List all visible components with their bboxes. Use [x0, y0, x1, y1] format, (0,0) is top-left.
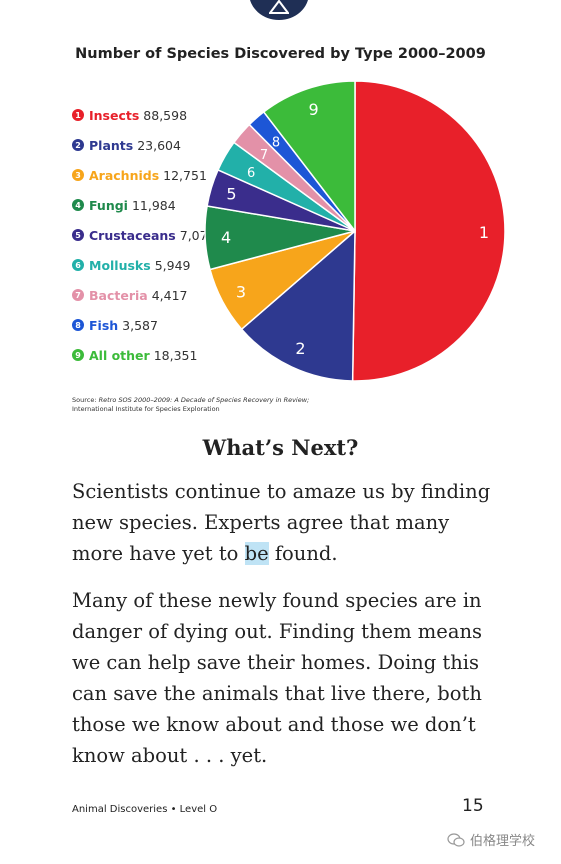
pie-slice: [351, 80, 506, 382]
legend-label: Fish: [89, 317, 119, 333]
legend-label: Insects: [89, 107, 140, 123]
section-heading: What’s Next?: [202, 435, 359, 460]
legend-number: 4: [72, 199, 84, 211]
pie-slice-label: 1: [479, 223, 489, 242]
chart-source: Source: Retro SOS 2000–2009: A Decade of…: [72, 396, 392, 414]
legend-label: Crustaceans: [89, 227, 176, 243]
legend-number: 2: [72, 139, 84, 151]
paragraph-1-end: found.: [268, 542, 338, 565]
legend-item: 3 Arachnids 12,751: [72, 160, 216, 190]
legend-item: 8 Fish 3,587: [72, 310, 216, 340]
highlighted-word[interactable]: be: [244, 542, 269, 565]
legend-number: 6: [72, 259, 84, 271]
pie-slice-label: 9: [308, 100, 318, 119]
legend-label: Fungi: [89, 197, 128, 213]
pie-slice-label: 8: [272, 136, 280, 151]
legend-item: 2 Plants 23,604: [72, 130, 216, 160]
legend-item: 6 Mollusks 5,949: [72, 250, 216, 280]
legend-label: Bacteria: [89, 287, 148, 303]
chart-legend: 1 Insects 88,598 2 Plants 23,604 3 Arachnids 12,…: [72, 100, 216, 370]
triangle-up-icon: [269, 0, 289, 14]
pie-slice-label: 6: [247, 166, 255, 181]
legend-value: 11,984: [131, 197, 176, 213]
source-org: International Institute for Species Expl…: [72, 405, 220, 413]
top-badge: [249, 0, 309, 20]
legend-number: 9: [72, 349, 84, 361]
chart-title: Number of Species Discovered by Type 200…: [75, 46, 486, 62]
legend-number: 7: [72, 289, 84, 301]
legend-item: 4 Fungi 11,984: [72, 190, 216, 220]
legend-label: Plants: [89, 137, 134, 153]
legend-value: 4,417: [151, 287, 188, 303]
legend-number: 5: [72, 229, 84, 241]
legend-number: 1: [72, 109, 84, 121]
pie-slice: [240, 229, 356, 382]
pie-slice-label: 5: [226, 185, 236, 204]
paragraph-1-text: Scientists continue to amaze us by findi…: [72, 480, 491, 565]
legend-value: 5,949: [154, 257, 191, 273]
legend-value: 23,604: [137, 137, 181, 153]
pie-slice-label: 4: [221, 228, 231, 247]
page-number: 15: [462, 796, 484, 816]
legend-label: All other: [89, 347, 150, 363]
watermark-text: 伯格理学校: [470, 834, 536, 849]
source-title: Retro SOS 2000–2009: A Decade of Species…: [98, 396, 310, 404]
legend-value: 18,351: [153, 347, 198, 363]
legend-value: 3,587: [122, 317, 158, 333]
book-label: Animal Discoveries • Level O: [72, 804, 218, 815]
legend-number: 8: [72, 319, 84, 331]
legend-item: 1 Insects 88,598: [72, 100, 216, 130]
legend-label: Mollusks: [89, 257, 151, 273]
source-prefix: Source:: [72, 396, 99, 404]
legend-number: 3: [72, 169, 84, 181]
pie-slice-label: 7: [260, 148, 268, 163]
pie-slice-label: 2: [295, 339, 305, 358]
pie-slice: [262, 80, 356, 234]
legend-item: 7 Bacteria 4,417: [72, 280, 216, 310]
pie-slice-label: 3: [236, 282, 246, 301]
legend-value: 12,751: [163, 167, 207, 183]
legend-item: 9 All other 18,351: [72, 340, 216, 370]
wechat-icon: [447, 832, 465, 847]
paragraph-1: Scientists continue to amaze us by findi…: [72, 476, 502, 569]
paragraph-2: Many of these newly found species are in…: [72, 589, 483, 767]
legend-value: 88,598: [143, 107, 188, 123]
watermark: 伯格理学校: [447, 830, 535, 849]
legend-label: Arachnids: [89, 167, 160, 183]
